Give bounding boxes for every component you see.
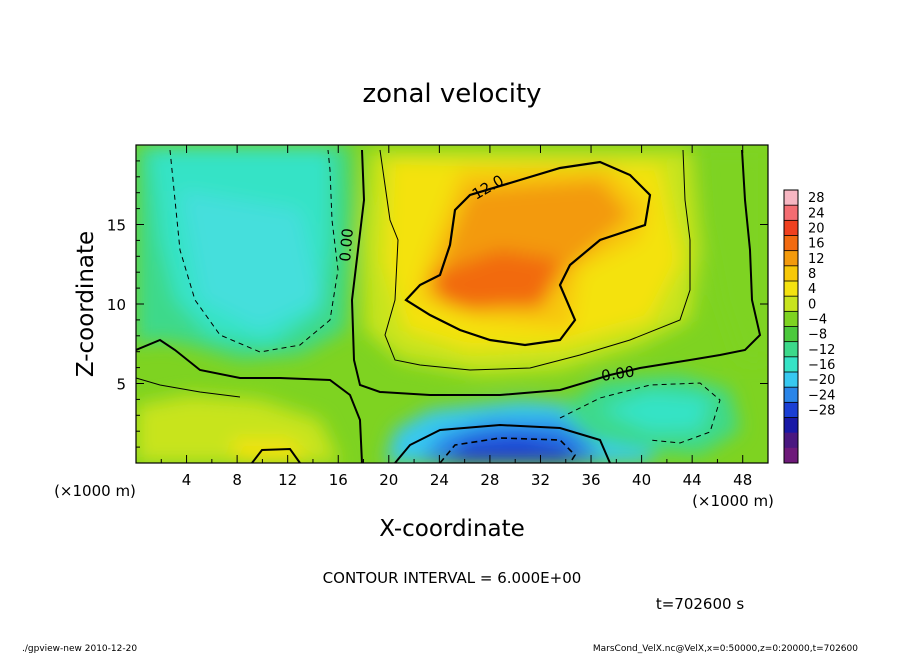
y-tick-label: 15 bbox=[107, 217, 126, 235]
colorbar-label: −8 bbox=[808, 328, 827, 343]
colorbar-label: −20 bbox=[808, 373, 835, 388]
chart-title: zonal velocity bbox=[362, 79, 541, 109]
colorbar-swatch bbox=[784, 447, 798, 464]
x-tick-label: 8 bbox=[232, 471, 242, 489]
colorbar-swatch bbox=[784, 235, 798, 252]
x-tick-label: 40 bbox=[632, 471, 651, 489]
colorbar-label: −4 bbox=[808, 313, 827, 328]
time-text: t=702600 s bbox=[656, 595, 744, 613]
contour-label-0-left: 0.00 bbox=[336, 228, 357, 263]
x-unit-label-right: (×1000 m) bbox=[692, 492, 774, 510]
colorbar-swatch bbox=[784, 341, 798, 358]
contour-6-upper bbox=[379, 149, 691, 371]
colorbar-label: 0 bbox=[808, 297, 816, 312]
y-tick-label: 10 bbox=[107, 296, 126, 314]
contour-12-bottom-left bbox=[251, 447, 301, 463]
contour-label-0-right: 0.00 bbox=[600, 362, 636, 384]
contour-0-bottom bbox=[394, 423, 611, 463]
y-axis-label: Z-coordinate bbox=[73, 231, 99, 377]
contour-neg6-left bbox=[169, 149, 339, 353]
field-region-upper-pos-max bbox=[430, 250, 560, 310]
field-region-bottom-neg-core bbox=[445, 435, 575, 463]
colorbar-swatch bbox=[784, 205, 798, 221]
colorbar-swatch bbox=[784, 220, 798, 236]
contour-12 bbox=[404, 160, 652, 347]
field-region-bottom-left-core bbox=[230, 440, 310, 463]
colorbar-label: 4 bbox=[808, 282, 816, 297]
y-tick-label: 5 bbox=[116, 376, 126, 394]
x-axis-label: X-coordinate bbox=[379, 516, 525, 542]
colorbar-swatch bbox=[784, 265, 798, 282]
colorbar-swatch bbox=[784, 281, 798, 297]
colorbar-swatch bbox=[784, 356, 798, 373]
x-tick-label: 16 bbox=[329, 471, 348, 489]
colorbar-swatch bbox=[784, 432, 798, 449]
x-tick-label: 44 bbox=[683, 471, 702, 489]
colorbar-label: −12 bbox=[808, 343, 835, 358]
x-tick-label: 28 bbox=[480, 471, 499, 489]
contour-interval-text: CONTOUR INTERVAL = 6.000E+00 bbox=[323, 569, 582, 587]
colorbar-swatch bbox=[784, 372, 798, 388]
colorbar-swatch bbox=[784, 402, 798, 418]
colorbar-label: 12 bbox=[808, 252, 825, 267]
colorbar-label: −28 bbox=[808, 404, 835, 419]
colorbar-label: −24 bbox=[808, 388, 835, 403]
x-tick-label: 24 bbox=[430, 471, 449, 489]
colorbar-label: 16 bbox=[808, 237, 825, 252]
field-region-right-edge bbox=[700, 150, 768, 360]
x-tick-label: 20 bbox=[379, 471, 398, 489]
footer-left: ./gpview-new 2010-12-20 bbox=[22, 644, 137, 654]
x-tick-label: 48 bbox=[733, 471, 752, 489]
x-tick-label: 36 bbox=[581, 471, 600, 489]
colorbar-swatch bbox=[784, 296, 798, 312]
colorbar-swatch bbox=[784, 417, 798, 434]
colorbar-label: 8 bbox=[808, 267, 816, 282]
x-unit-label-left: (×1000 m) bbox=[54, 482, 136, 500]
footer-right: MarsCond_VelX.nc@VelX,x=0:50000,z=0:2000… bbox=[593, 644, 858, 654]
plot-area: 12.0 0.00 0.00 bbox=[136, 145, 768, 463]
x-tick-label: 32 bbox=[531, 471, 550, 489]
colorbar-swatch bbox=[784, 326, 798, 343]
contour-6-lower-left bbox=[136, 377, 241, 398]
field-region-right-neg-inner bbox=[600, 392, 710, 432]
contour-lines bbox=[136, 149, 762, 463]
colorbar-swatch bbox=[784, 387, 798, 403]
contour-0-main bbox=[350, 149, 762, 396]
colorbar-label: −16 bbox=[808, 358, 835, 373]
contour-0-left bbox=[136, 338, 363, 463]
contour-neg12-bottom bbox=[439, 437, 577, 463]
colorbar-swatch bbox=[784, 190, 798, 206]
colorbar-swatch bbox=[784, 250, 798, 267]
x-tick-label: 4 bbox=[182, 471, 192, 489]
x-tick-label: 12 bbox=[278, 471, 297, 489]
colorbar-label: 24 bbox=[808, 206, 825, 221]
field-region-left-neg-core bbox=[180, 190, 320, 330]
field-shading bbox=[136, 145, 768, 463]
colorbar-label: 20 bbox=[808, 222, 825, 237]
colorbar-label: 28 bbox=[808, 191, 825, 206]
y-axis-ticks: 5 10 15 bbox=[107, 160, 768, 448]
x-axis-ticks: 4 8 12 16 20 24 28 32 36 40 44 48 bbox=[160, 145, 752, 489]
colorbar-swatch bbox=[784, 311, 798, 327]
